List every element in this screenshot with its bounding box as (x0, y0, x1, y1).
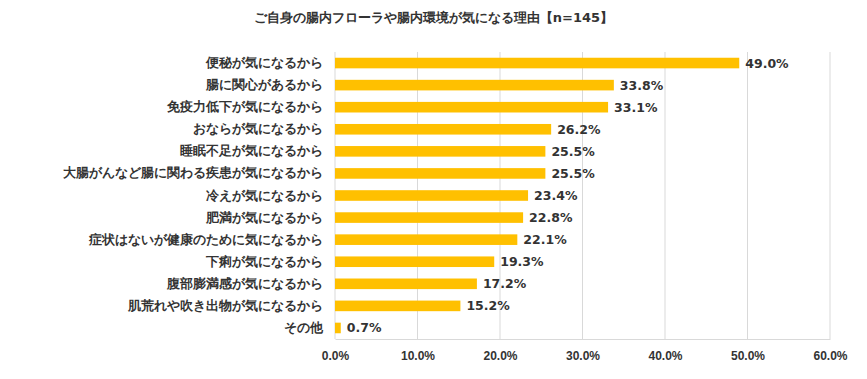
category-label: おならが気になるから (193, 122, 323, 136)
x-axis-line (336, 339, 831, 340)
bar (335, 323, 341, 334)
category-label: 腹部膨満感が気になるから (166, 276, 323, 291)
data-label: 15.2% (466, 298, 510, 313)
data-label: 22.8% (529, 210, 573, 225)
bar (335, 256, 494, 267)
category-label: 腸に関心があるから (205, 77, 323, 92)
data-label: 23.4% (534, 188, 578, 203)
data-label: 25.5% (551, 144, 595, 159)
y-tick: 下痢が気になるから (205, 254, 323, 269)
category-label: 肥満が気になるから (205, 211, 323, 225)
data-label: 0.7% (347, 320, 382, 335)
chart-container: ご自身の腸内フローラや腸内環境が気になる理由【n=145】 0.0% 10.0% 20… (0, 0, 867, 379)
x-tick: 10.0% (401, 339, 435, 363)
data-label: 19.3% (500, 254, 544, 269)
y-tick: 腹部膨満感が気になるから (166, 276, 323, 291)
category-label: 大腸がんなど腸に関わる疾患が気になるから (63, 165, 323, 180)
bar (335, 146, 545, 157)
x-tick: 40.0% (648, 339, 682, 363)
x-tick: 60.0% (813, 339, 847, 363)
data-label: 33.1% (614, 100, 658, 115)
y-tick: 肥満が気になるから (205, 211, 323, 225)
data-label: 49.0% (745, 56, 789, 71)
category-label: その他 (284, 321, 324, 335)
y-tick: 便秘が気になるから (205, 56, 323, 70)
x-tick-label: 10.0% (401, 349, 435, 363)
y-tick: 腸に関心があるから (205, 77, 323, 92)
data-label: 25.5% (551, 166, 595, 181)
bar (335, 124, 551, 135)
y-axis: 便秘が気になるから腸に関心があるから免疫力低下が気になるからおならが気になるから… (63, 56, 324, 335)
bar (335, 168, 545, 179)
bar (335, 102, 608, 113)
x-tick: 20.0% (483, 339, 517, 363)
x-tick-label: 40.0% (648, 349, 682, 363)
category-label: 免疫力低下が気になるから (166, 99, 323, 114)
category-label: 症状はないが健康のために気になるから (88, 232, 323, 247)
x-tick-label: 30.0% (566, 349, 600, 363)
x-tick-label: 0.0% (322, 349, 350, 363)
data-label: 17.2% (483, 276, 527, 291)
bar (335, 212, 523, 223)
data-label: 26.2% (557, 122, 601, 137)
data-labels: 49.0% 33.8% 33.1% 26.2% 25.5% 25.5% 23.4% 22.8%… (347, 56, 789, 336)
y-tick: 冷えが気になるから (206, 189, 323, 203)
y-tick: おならが気になるから (193, 122, 323, 136)
category-label: 冷えが気になるから (206, 189, 323, 203)
y-tick: 大腸がんなど腸に関わる疾患が気になるから (63, 165, 323, 180)
x-tick-label: 50.0% (731, 349, 765, 363)
grid-line (665, 52, 666, 339)
category-label: 下痢が気になるから (205, 254, 323, 269)
grid-line (582, 52, 583, 339)
chart-svg: ご自身の腸内フローラや腸内環境が気になる理由【n=145】 0.0% 10.0% 20… (0, 0, 867, 379)
bar (335, 301, 460, 312)
y-tick: その他 (284, 321, 324, 335)
category-label: 睡眠不足が気になるから (180, 143, 323, 158)
x-tick-label: 20.0% (483, 349, 517, 363)
category-label: 肌荒れや吹き出物が気になるから (127, 299, 323, 313)
bar (335, 190, 528, 201)
x-tick: 30.0% (566, 339, 600, 363)
x-tick-label: 60.0% (813, 349, 847, 363)
bar (335, 80, 614, 91)
plot: 0.0% 10.0% 20.0% 30.0% 40.0% 50.0% 60.0% 便秘が気にな… (63, 52, 848, 363)
x-axis: 0.0% 10.0% 20.0% 30.0% 40.0% 50.0% 60.0% (322, 339, 848, 363)
category-label: 便秘が気になるから (205, 56, 323, 70)
y-tick: 肌荒れや吹き出物が気になるから (127, 299, 323, 313)
y-tick: 睡眠不足が気になるから (180, 143, 323, 158)
bar (335, 234, 517, 245)
data-label: 22.1% (523, 232, 567, 247)
bars (335, 58, 739, 334)
data-label: 33.8% (620, 78, 664, 93)
y-tick: 免疫力低下が気になるから (166, 99, 323, 114)
bar (335, 279, 477, 290)
grid (335, 52, 830, 339)
y-tick: 症状はないが健康のために気になるから (88, 232, 323, 247)
grid-line (830, 52, 831, 339)
grid-line (747, 52, 748, 339)
bar (335, 58, 739, 69)
x-tick: 0.0% (322, 339, 350, 363)
title: ご自身の腸内フローラや腸内環境が気になる理由【n=145】 (254, 10, 613, 25)
x-tick: 50.0% (731, 339, 765, 363)
